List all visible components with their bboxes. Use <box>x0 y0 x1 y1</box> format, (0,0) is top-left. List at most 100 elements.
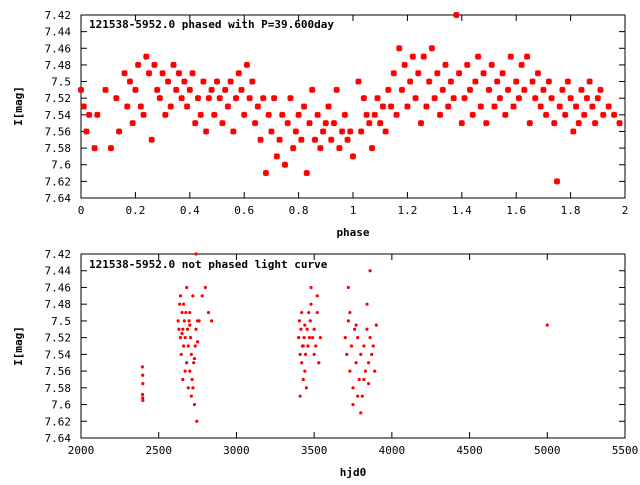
data-point <box>183 336 187 340</box>
data-point <box>377 120 384 127</box>
data-point <box>246 95 253 102</box>
data-point <box>504 86 512 93</box>
data-point <box>315 294 319 298</box>
data-point <box>140 111 147 118</box>
data-point <box>113 95 120 102</box>
data-point <box>181 302 186 306</box>
data-point <box>496 95 503 102</box>
data-point <box>315 310 319 315</box>
y-tick-label: 7.42 <box>45 9 72 22</box>
data-point <box>307 310 311 315</box>
data-point <box>181 78 188 85</box>
y-tick-label: 7.52 <box>45 92 72 105</box>
data-point <box>235 70 242 77</box>
x-tick-label: 1 <box>350 204 357 217</box>
data-points <box>77 11 623 185</box>
data-point <box>194 252 198 256</box>
data-point <box>507 53 514 60</box>
data-point <box>209 319 214 323</box>
data-point <box>458 120 465 127</box>
chart-panel-2: 2000 2500 3000 3500 4000 4500 5000 5500 7.42 7.44… <box>12 248 638 479</box>
data-point <box>297 319 301 323</box>
data-point <box>151 61 158 69</box>
data-point <box>186 86 193 93</box>
data-point <box>309 285 313 290</box>
y-tick-label: 7.46 <box>45 42 72 55</box>
data-point <box>124 103 131 110</box>
data-point <box>265 111 272 118</box>
data-point <box>483 120 490 127</box>
data-point <box>188 336 193 340</box>
data-point <box>314 344 318 348</box>
chart-annotation: 121538-5952.0 not phased light curve <box>89 258 328 271</box>
data-point <box>211 111 218 118</box>
data-point <box>359 411 363 415</box>
x-tick-label: 0.4 <box>180 204 200 217</box>
x-tick-label: 5000 <box>534 444 561 457</box>
data-point <box>145 70 153 77</box>
data-point <box>368 336 372 340</box>
data-point <box>80 103 87 110</box>
y-tick-label: 7.6 <box>51 159 71 172</box>
data-point <box>276 136 283 143</box>
data-point <box>121 70 128 77</box>
data-point <box>494 78 501 85</box>
data-point <box>461 95 468 102</box>
data-point <box>594 95 601 102</box>
data-point <box>401 61 408 69</box>
data-point <box>545 323 549 327</box>
data-point <box>300 103 308 110</box>
data-point <box>222 86 229 93</box>
data-point <box>374 95 381 102</box>
data-point <box>317 361 321 365</box>
y-tick-label: 7.62 <box>45 415 72 428</box>
data-point <box>312 327 316 331</box>
data-point <box>302 336 306 340</box>
data-point <box>354 361 358 365</box>
data-point <box>208 86 215 93</box>
data-point <box>262 169 270 177</box>
data-point <box>365 327 369 331</box>
data-point <box>556 103 563 110</box>
data-point <box>436 111 444 118</box>
y-tick-label: 7.54 <box>45 348 72 361</box>
data-point <box>485 86 493 93</box>
data-point <box>371 111 378 118</box>
data-point <box>178 95 185 102</box>
data-point <box>83 128 90 135</box>
data-point <box>469 111 476 118</box>
data-point <box>301 377 305 382</box>
data-point <box>374 323 378 327</box>
data-point <box>551 120 558 127</box>
data-point <box>191 386 195 390</box>
plot-frame <box>80 253 626 439</box>
y-tick-label: 7.54 <box>45 109 72 122</box>
y-tick-label: 7.62 <box>45 175 72 188</box>
data-point <box>140 392 145 397</box>
data-point <box>529 78 536 85</box>
data-point <box>360 95 367 102</box>
data-point <box>135 61 142 69</box>
data-point <box>412 95 419 102</box>
data-point <box>363 111 370 118</box>
data-point <box>183 103 191 110</box>
data-point <box>303 369 307 373</box>
data-point <box>600 111 607 118</box>
data-point <box>129 120 136 127</box>
x-tick-label: 0.2 <box>125 204 145 217</box>
data-point <box>365 302 369 306</box>
data-point <box>583 95 591 102</box>
data-point <box>178 336 183 340</box>
data-point <box>407 78 414 85</box>
data-point <box>344 136 351 143</box>
data-point <box>230 128 237 135</box>
data-point <box>319 128 327 135</box>
data-point <box>107 144 115 152</box>
data-point <box>562 111 569 118</box>
data-point <box>445 103 452 110</box>
data-point <box>271 95 278 102</box>
data-point <box>181 344 186 348</box>
data-point <box>540 86 547 93</box>
x-tick-label: 0 <box>78 204 85 217</box>
